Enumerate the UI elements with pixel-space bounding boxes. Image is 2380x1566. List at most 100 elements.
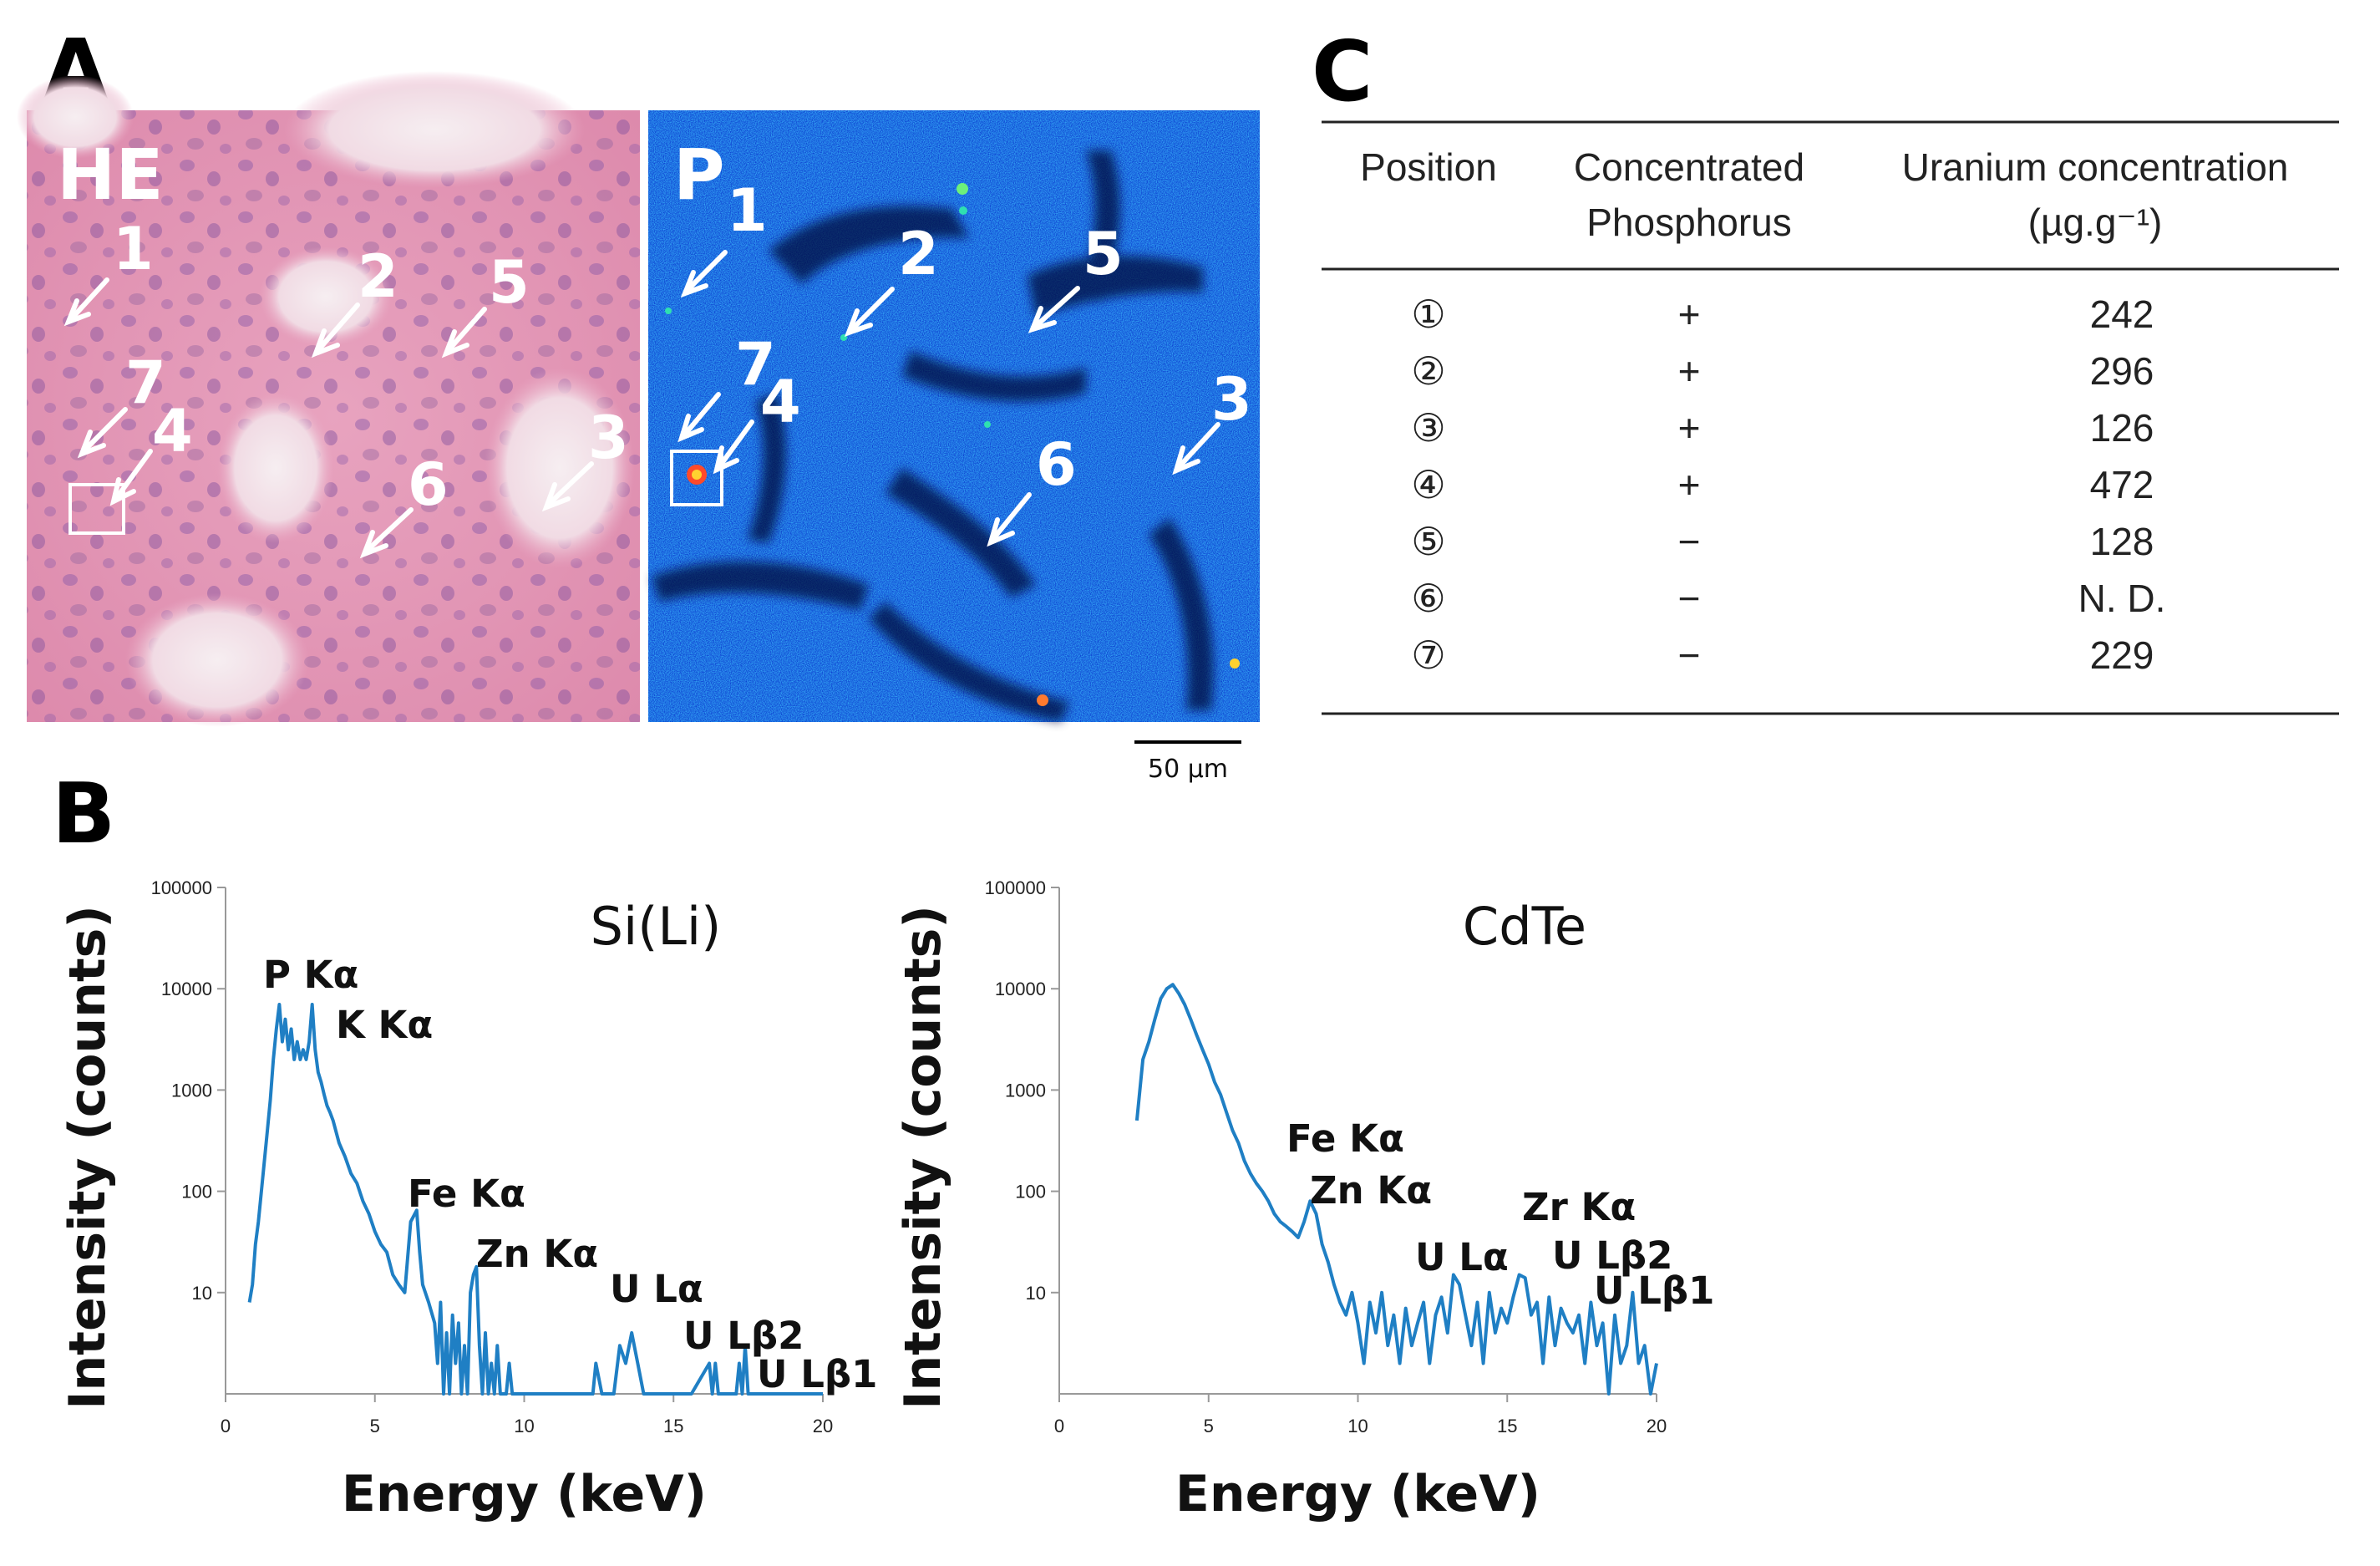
he-point-5: 5 bbox=[489, 248, 530, 317]
panel-c-letter: C bbox=[1312, 23, 1373, 120]
y-tick-label: 10000 bbox=[161, 979, 212, 999]
x-tick-label: 5 bbox=[1204, 1416, 1214, 1436]
he-micrograph bbox=[17, 71, 640, 727]
spectrum-chart-cdte: 0 5 10 15 20 10 100 1000 10000 100000 CdTe Energy (… bbox=[894, 877, 1714, 1523]
x-tick-label: 0 bbox=[1054, 1416, 1064, 1436]
table-cell-position: ① bbox=[1411, 292, 1445, 336]
p-point-6: 6 bbox=[1036, 430, 1077, 499]
he-roi-box bbox=[69, 483, 125, 535]
results-table: Position Concentrated Phosphorus Uranium… bbox=[1322, 120, 2339, 715]
x-tick-label: 10 bbox=[1347, 1416, 1368, 1436]
y-tick-label: 100 bbox=[1015, 1182, 1046, 1202]
table-cell-position: ⑦ bbox=[1411, 633, 1445, 677]
header-phosphorus-line2: Phosphorus bbox=[1586, 201, 1792, 244]
peak-label: Fe Kα bbox=[1286, 1116, 1404, 1161]
panel-b-letter: B bbox=[52, 765, 116, 862]
x-tick-label: 5 bbox=[370, 1416, 380, 1436]
table-cell-position: ④ bbox=[1411, 463, 1445, 506]
he-point-6: 6 bbox=[408, 450, 449, 519]
peak-label: Fe Kα bbox=[408, 1172, 525, 1216]
table-cell-phosphorus: + bbox=[1678, 349, 1701, 393]
p-point-1: 1 bbox=[727, 176, 768, 245]
peak-label: Zn Kα bbox=[476, 1232, 598, 1276]
p-point-labels: 1 2 5 7 4 3 6 bbox=[727, 176, 1252, 499]
x-tick-label: 15 bbox=[663, 1416, 683, 1436]
y-axis-title: Intensity (counts) bbox=[894, 905, 952, 1410]
table-cell-uranium: 296 bbox=[2090, 349, 2154, 393]
spectrum-sili-plot: 0 5 10 15 20 10 100 1000 10000 100000 Si(Li) Energy… bbox=[58, 877, 877, 1523]
spectrum-line bbox=[1134, 983, 1658, 1396]
panel-a-figure: HE 1 2 5 7 4 3 6 bbox=[17, 71, 1260, 784]
p-label: P bbox=[673, 134, 725, 216]
x-tick-label: 20 bbox=[1647, 1416, 1667, 1436]
x-tick-label: 0 bbox=[221, 1416, 231, 1436]
scale-bar-label: 50 µm bbox=[1148, 755, 1228, 784]
x-tick-label: 15 bbox=[1497, 1416, 1517, 1436]
header-phosphorus-line1: Concentrated bbox=[1574, 145, 1804, 189]
y-tick-label: 10000 bbox=[995, 979, 1046, 999]
table-cell-phosphorus: − bbox=[1678, 633, 1701, 677]
x-tick-label: 20 bbox=[813, 1416, 833, 1436]
peak-label: U Lβ2 bbox=[1552, 1233, 1672, 1278]
header-position: Position bbox=[1360, 145, 1497, 189]
detector-title: CdTe bbox=[1463, 896, 1586, 957]
p-element-map bbox=[648, 110, 1260, 722]
table-cell-phosphorus: + bbox=[1678, 292, 1701, 336]
header-uranium-line2: (µg.g⁻¹) bbox=[2028, 201, 2163, 244]
peak-label: U Lβ2 bbox=[683, 1314, 804, 1358]
y-tick-label: 1000 bbox=[1005, 1080, 1046, 1101]
peak-label: U Lα bbox=[1415, 1235, 1509, 1279]
p-arrows bbox=[677, 250, 1220, 547]
x-tick-label: 10 bbox=[514, 1416, 534, 1436]
he-point-7: 7 bbox=[125, 348, 166, 417]
p-roi-box bbox=[670, 450, 723, 506]
peak-label: Zn Kα bbox=[1310, 1168, 1432, 1213]
table-cell-phosphorus: − bbox=[1678, 577, 1701, 620]
he-label: HE bbox=[57, 134, 164, 216]
table-cell-uranium: 229 bbox=[2090, 633, 2154, 677]
peak-label: U Lβ1 bbox=[1594, 1269, 1714, 1313]
table-cell-position: ⑤ bbox=[1411, 520, 1445, 563]
p-point-7: 7 bbox=[735, 330, 776, 399]
p-point-3: 3 bbox=[1211, 365, 1252, 434]
y-tick-label: 10 bbox=[1026, 1283, 1046, 1304]
header-uranium-line1: Uranium concentration bbox=[1902, 145, 2289, 189]
spectrum-line bbox=[247, 1003, 823, 1396]
y-tick-label: 100000 bbox=[985, 877, 1046, 898]
peak-label: K Kα bbox=[336, 1003, 433, 1047]
table-cell-position: ⑥ bbox=[1411, 577, 1445, 620]
he-point-3: 3 bbox=[588, 404, 629, 472]
y-tick-label: 100000 bbox=[151, 877, 212, 898]
table-cell-uranium: 472 bbox=[2090, 463, 2154, 506]
p-point-4: 4 bbox=[760, 368, 801, 436]
peak-label: Zr Kα bbox=[1522, 1185, 1636, 1229]
table-cell-uranium: N. D. bbox=[2078, 577, 2166, 620]
table-cell-uranium: 242 bbox=[2090, 292, 2154, 336]
y-tick-label: 10 bbox=[192, 1283, 212, 1304]
peak-label: U Lα bbox=[610, 1267, 703, 1311]
table-cell-position: ③ bbox=[1411, 406, 1445, 450]
table-cell-phosphorus: − bbox=[1678, 520, 1701, 563]
he-point-1: 1 bbox=[113, 215, 154, 283]
x-axis-title: Energy (keV) bbox=[342, 1465, 707, 1523]
y-axis-title: Intensity (counts) bbox=[58, 905, 117, 1410]
detector-title: Si(Li) bbox=[591, 896, 722, 957]
p-point-5: 5 bbox=[1083, 220, 1124, 288]
table-cell-phosphorus: + bbox=[1678, 406, 1701, 450]
spectrum-chart-sili: 0 5 10 15 20 10 100 1000 10000 100000 Si(Li) Energy… bbox=[58, 877, 877, 1523]
he-point-4: 4 bbox=[152, 397, 193, 465]
peak-label: P Kα bbox=[263, 953, 358, 997]
table-cell-uranium: 128 bbox=[2090, 520, 2154, 563]
he-arrows bbox=[63, 277, 594, 559]
y-tick-label: 1000 bbox=[171, 1080, 212, 1101]
he-point-2: 2 bbox=[358, 242, 398, 311]
x-axis-title: Energy (keV) bbox=[1175, 1465, 1540, 1523]
he-point-labels: 1 2 5 7 4 3 6 bbox=[113, 215, 629, 519]
table-cell-uranium: 126 bbox=[2090, 406, 2154, 450]
peak-label: U Lβ1 bbox=[757, 1352, 877, 1396]
p-point-2: 2 bbox=[898, 220, 939, 288]
table-cell-phosphorus: + bbox=[1678, 463, 1701, 506]
y-tick-label: 100 bbox=[181, 1182, 212, 1202]
spectrum-cdte-plot: 0 5 10 15 20 10 100 1000 10000 100000 CdTe Energy (… bbox=[894, 877, 1714, 1523]
table-cell-position: ② bbox=[1411, 349, 1445, 393]
